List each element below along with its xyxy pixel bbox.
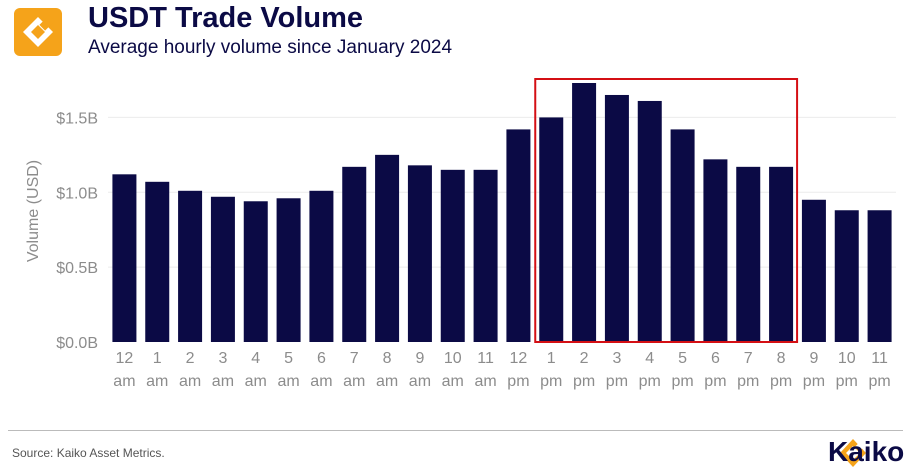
bar: [670, 129, 695, 342]
x-tick-label-period: pm: [606, 373, 628, 390]
x-tick-label-period: am: [113, 373, 135, 390]
bar: [473, 169, 498, 342]
bar: [342, 166, 367, 342]
x-tick-label-hour: 11: [871, 350, 888, 367]
bar: [440, 169, 465, 342]
x-tick-label-period: pm: [639, 373, 661, 390]
bar: [801, 199, 826, 342]
x-tick-label-hour: 11: [477, 350, 494, 367]
x-tick-label-period: pm: [770, 373, 792, 390]
x-tick-label-hour: 6: [317, 350, 326, 367]
x-tick-label-period: am: [179, 373, 201, 390]
x-tick-label-period: am: [343, 373, 365, 390]
source-note: Source: Kaiko Asset Metrics.: [12, 446, 165, 460]
bar: [243, 201, 268, 342]
x-tick-label-hour: 8: [777, 350, 786, 367]
bar: [604, 94, 629, 342]
page-title: USDT Trade Volume: [88, 2, 364, 34]
x-tick-label-hour: 1: [153, 350, 162, 367]
y-tick-label: $1.5B: [56, 110, 98, 127]
x-tick-label-period: pm: [868, 373, 890, 390]
x-tick-label-hour: 10: [444, 350, 462, 367]
x-tick-label-hour: 7: [744, 350, 753, 367]
x-tick-label-period: pm: [507, 373, 529, 390]
x-tick-label-hour: 8: [383, 350, 392, 367]
x-tick-label-hour: 9: [415, 350, 424, 367]
bar: [834, 210, 859, 342]
bar: [703, 159, 728, 342]
x-tick-label-hour: 12: [510, 350, 528, 367]
x-tick-label-hour: 4: [645, 350, 654, 367]
bar: [276, 198, 301, 342]
x-tick-label-hour: 5: [284, 350, 293, 367]
bar: [178, 190, 203, 342]
x-tick-label-period: am: [376, 373, 398, 390]
x-tick-label-hour: 5: [678, 350, 687, 367]
x-tick-label-hour: 10: [838, 350, 856, 367]
bar: [407, 165, 432, 342]
kaiko-logo-icon: [14, 8, 62, 56]
page-subtitle: Average hourly volume since January 2024: [88, 37, 453, 58]
y-tick-label: $0.5B: [56, 260, 98, 277]
y-tick-label: $0.0B: [56, 335, 98, 352]
bar: [210, 196, 235, 342]
x-tick-label-hour: 7: [350, 350, 359, 367]
bar: [145, 181, 170, 342]
x-tick-label-period: pm: [836, 373, 858, 390]
x-tick-label-hour: 3: [218, 350, 227, 367]
x-tick-label-period: pm: [573, 373, 595, 390]
x-tick-label-period: am: [442, 373, 464, 390]
bar: [769, 166, 794, 342]
x-tick-label-period: am: [277, 373, 299, 390]
x-tick-label-hour: 9: [809, 350, 818, 367]
x-tick-label-period: pm: [540, 373, 562, 390]
bar: [309, 190, 334, 342]
x-tick-label-period: am: [146, 373, 168, 390]
x-tick-label-period: am: [409, 373, 431, 390]
bar: [572, 82, 597, 342]
highlight-box: [534, 78, 799, 343]
x-tick-label-hour: 3: [612, 350, 621, 367]
x-tick-label-period: am: [310, 373, 332, 390]
bar: [867, 210, 892, 342]
x-tick-label-hour: 12: [116, 350, 134, 367]
bar: [375, 154, 400, 342]
x-tick-label-period: pm: [737, 373, 759, 390]
bar: [112, 174, 137, 342]
y-axis-label: Volume (USD): [25, 160, 42, 262]
bar: [736, 166, 761, 342]
x-tick-label-hour: 6: [711, 350, 720, 367]
kaiko-brand-icon: [840, 439, 867, 467]
bar: [506, 129, 531, 342]
y-tick-label: $1.0B: [56, 185, 98, 202]
x-tick-label-period: am: [245, 373, 267, 390]
x-tick-label-period: pm: [671, 373, 693, 390]
x-tick-label-period: pm: [803, 373, 825, 390]
x-tick-label-period: am: [212, 373, 234, 390]
bar: [539, 117, 564, 342]
x-tick-label-hour: 4: [251, 350, 260, 367]
x-tick-label-hour: 2: [186, 350, 195, 367]
x-tick-label-hour: 2: [580, 350, 589, 367]
x-tick-label-period: pm: [704, 373, 726, 390]
brand-name: Kaiko: [828, 436, 905, 467]
footer-divider: [8, 430, 903, 431]
x-tick-label-hour: 1: [547, 350, 556, 367]
bar: [637, 100, 662, 343]
x-tick-label-period: am: [474, 373, 496, 390]
